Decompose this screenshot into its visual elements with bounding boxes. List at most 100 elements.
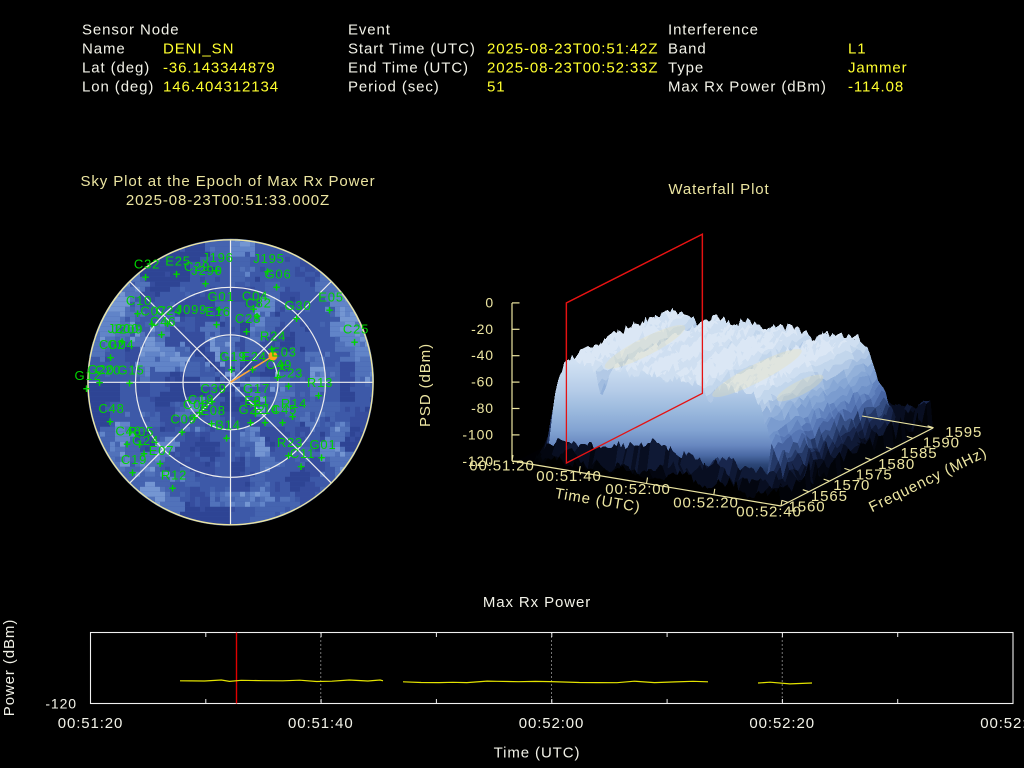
svg-text:C09: C09: [170, 412, 196, 427]
svg-text:-36.143344879: -36.143344879: [163, 60, 276, 77]
svg-text:C29: C29: [184, 259, 210, 274]
svg-text:C07: C07: [140, 304, 166, 319]
svg-text:+: +: [252, 406, 260, 421]
svg-text:Power (dBm): Power (dBm): [1, 619, 18, 716]
svg-text:1570: 1570: [833, 477, 870, 494]
svg-text:E25: E25: [165, 254, 191, 269]
svg-text:2025-08-23T00:51:33.000Z: 2025-08-23T00:51:33.000Z: [126, 192, 330, 209]
svg-text:J290: J290: [191, 263, 222, 278]
svg-text:+: +: [249, 362, 257, 377]
svg-text:+: +: [213, 317, 221, 332]
svg-text:Event: Event: [348, 22, 391, 39]
svg-text:R13: R13: [307, 375, 333, 390]
svg-text:-60: -60: [471, 374, 494, 390]
svg-text:-40: -40: [471, 347, 494, 363]
svg-text:R23: R23: [277, 435, 303, 450]
svg-text:G24: G24: [132, 433, 159, 448]
svg-text:Max Rx Power (dBm): Max Rx Power (dBm): [668, 79, 827, 96]
svg-text:E24: E24: [241, 349, 267, 364]
svg-text:C23: C23: [277, 366, 303, 381]
svg-text:R14: R14: [281, 396, 307, 411]
svg-text:00:52:00: 00:52:00: [605, 481, 671, 498]
svg-text:1580: 1580: [878, 456, 915, 473]
svg-text:+: +: [169, 481, 177, 496]
svg-text:+: +: [83, 381, 91, 396]
svg-text:C46: C46: [115, 424, 141, 439]
svg-text:R12: R12: [161, 468, 187, 483]
svg-text:G01: G01: [310, 437, 337, 452]
svg-text:J209: J209: [112, 322, 143, 337]
svg-text:Lat (deg): Lat (deg): [82, 60, 150, 77]
svg-text:+: +: [142, 270, 150, 285]
svg-text:C46: C46: [150, 314, 176, 329]
svg-text:E31: E31: [244, 393, 270, 408]
svg-text:00:52:40: 00:52:40: [736, 503, 802, 520]
svg-text:G20: G20: [88, 362, 115, 377]
svg-text:C04: C04: [242, 289, 268, 304]
svg-text:C19: C19: [121, 452, 147, 467]
svg-text:+: +: [250, 302, 258, 317]
svg-text:G04: G04: [108, 337, 135, 352]
svg-text:Period (sec): Period (sec): [348, 79, 440, 96]
svg-text:Waterfall Plot: Waterfall Plot: [668, 181, 769, 198]
svg-text:Sensor Node: Sensor Node: [82, 22, 179, 39]
svg-text:00:51:20: 00:51:20: [58, 715, 124, 732]
svg-text:G17: G17: [243, 381, 270, 396]
svg-text:+: +: [123, 437, 131, 452]
svg-text:+: +: [253, 309, 261, 324]
svg-text:00:52:00: 00:52:00: [519, 715, 585, 732]
svg-text:Lon (deg): Lon (deg): [82, 79, 154, 96]
svg-text:+: +: [158, 327, 166, 342]
svg-text:+: +: [279, 358, 287, 373]
svg-text:PSD (dBm): PSD (dBm): [417, 343, 434, 427]
svg-text:E05: E05: [318, 290, 344, 305]
svg-text:146.404312134: 146.404312134: [163, 79, 279, 96]
svg-text:C20: C20: [95, 363, 121, 378]
svg-text:+: +: [273, 280, 281, 295]
svg-text:G06: G06: [265, 267, 292, 282]
svg-text:+: +: [268, 342, 276, 357]
svg-text:Start Time (UTC): Start Time (UTC): [348, 41, 476, 58]
svg-text:Interference: Interference: [668, 22, 759, 39]
svg-text:C18: C18: [188, 392, 214, 407]
svg-text:End Time (UTC): End Time (UTC): [348, 60, 469, 77]
svg-text:+: +: [106, 414, 114, 429]
svg-text:R05: R05: [128, 424, 154, 439]
svg-text:-114.08: -114.08: [848, 79, 904, 96]
svg-text:+: +: [213, 263, 221, 278]
svg-text:L1: L1: [848, 41, 867, 58]
svg-text:+: +: [264, 264, 272, 279]
svg-text:J196: J196: [202, 250, 233, 265]
svg-text:+: +: [173, 267, 181, 282]
svg-text:+: +: [156, 456, 164, 471]
svg-text:Type: Type: [668, 60, 704, 77]
svg-text:00:52:20: 00:52:20: [673, 495, 739, 512]
svg-text:E14: E14: [254, 402, 280, 417]
svg-text:E16: E16: [205, 304, 231, 319]
svg-text:+: +: [279, 415, 287, 430]
svg-text:G01: G01: [208, 289, 235, 304]
svg-text:+: +: [191, 410, 199, 425]
svg-text:0: 0: [485, 294, 494, 310]
svg-text:G12: G12: [75, 368, 102, 383]
svg-text:Max Rx Power: Max Rx Power: [483, 594, 591, 611]
svg-text:+: +: [243, 324, 251, 339]
svg-text:+: +: [134, 306, 142, 321]
svg-text:+: +: [318, 450, 326, 465]
svg-text:Jammer: Jammer: [848, 60, 908, 77]
svg-text:+: +: [140, 446, 148, 461]
svg-text:C25: C25: [343, 322, 369, 337]
svg-text:E07: E07: [149, 443, 175, 458]
svg-text:J195: J195: [253, 251, 284, 266]
svg-text:Name: Name: [82, 41, 126, 58]
svg-text:-20: -20: [471, 321, 494, 337]
svg-text:+: +: [216, 302, 224, 317]
svg-text:00:51:20: 00:51:20: [469, 457, 535, 474]
svg-text:+: +: [126, 376, 134, 391]
svg-text:C28: C28: [235, 311, 261, 326]
svg-text:C49: C49: [266, 357, 292, 372]
svg-text:-120: -120: [45, 696, 77, 712]
svg-text:Band: Band: [668, 41, 707, 58]
svg-text:00:51:40: 00:51:40: [536, 468, 602, 485]
svg-text:E03: E03: [271, 345, 297, 360]
